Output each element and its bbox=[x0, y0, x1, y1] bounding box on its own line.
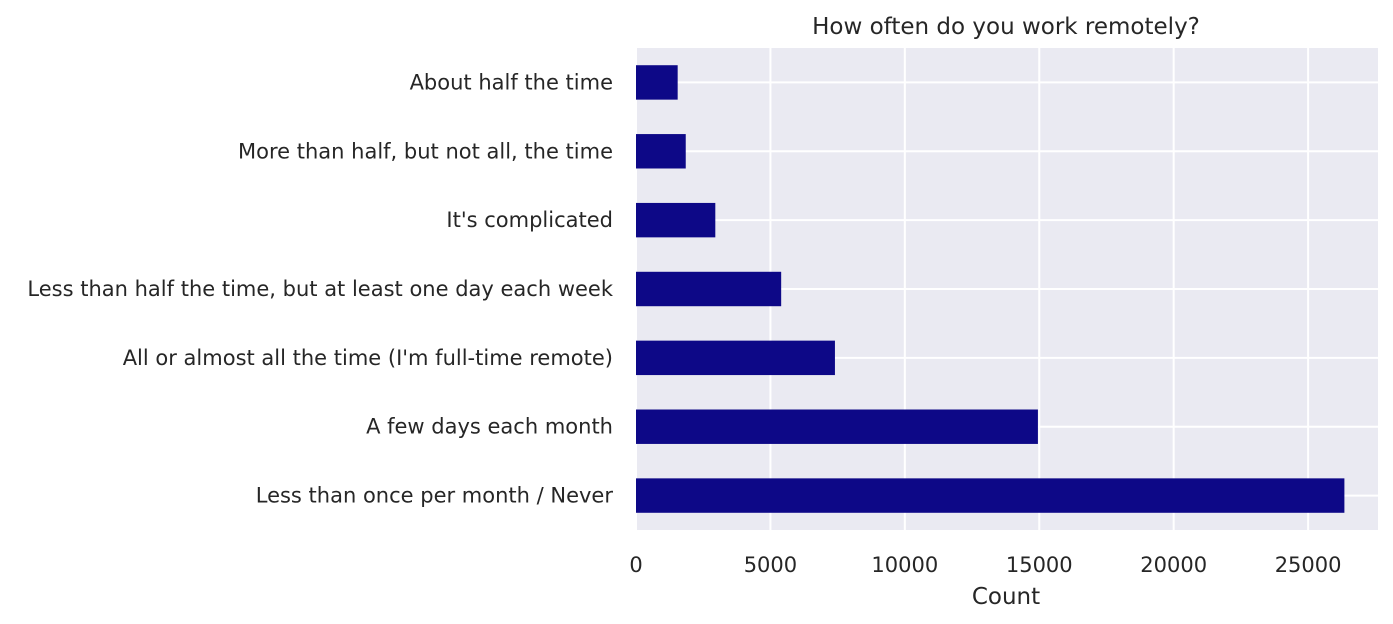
x-tick-label: 15000 bbox=[1006, 553, 1073, 577]
bar bbox=[636, 202, 716, 238]
category-labels: About half the time More than half, but n… bbox=[27, 70, 613, 507]
bar bbox=[636, 340, 835, 376]
category-label: Less than half the time, but at least on… bbox=[27, 277, 613, 301]
bars bbox=[636, 65, 1345, 513]
bar bbox=[636, 409, 1038, 444]
category-label: All or almost all the time (I'm full-tim… bbox=[123, 346, 613, 370]
x-tick-labels: 0 5000 10000 15000 20000 25000 bbox=[629, 553, 1341, 577]
category-label: A few days each month bbox=[366, 415, 613, 439]
category-label: Less than once per month / Never bbox=[256, 484, 614, 508]
bar bbox=[636, 65, 678, 100]
x-axis-label: Count bbox=[972, 584, 1040, 610]
category-label: It's complicated bbox=[446, 208, 613, 232]
x-tick-label: 0 bbox=[629, 553, 642, 577]
bar bbox=[636, 271, 782, 307]
bar bbox=[636, 134, 686, 169]
x-tick-label: 10000 bbox=[871, 553, 938, 577]
category-label: About half the time bbox=[410, 70, 613, 94]
chart-title: How often do you work remotely? bbox=[812, 14, 1200, 40]
x-tick-label: 25000 bbox=[1275, 553, 1342, 577]
x-tick-label: 20000 bbox=[1140, 553, 1207, 577]
category-label: More than half, but not all, the time bbox=[238, 139, 613, 163]
x-tick-label: 5000 bbox=[744, 553, 797, 577]
bar bbox=[636, 478, 1345, 513]
